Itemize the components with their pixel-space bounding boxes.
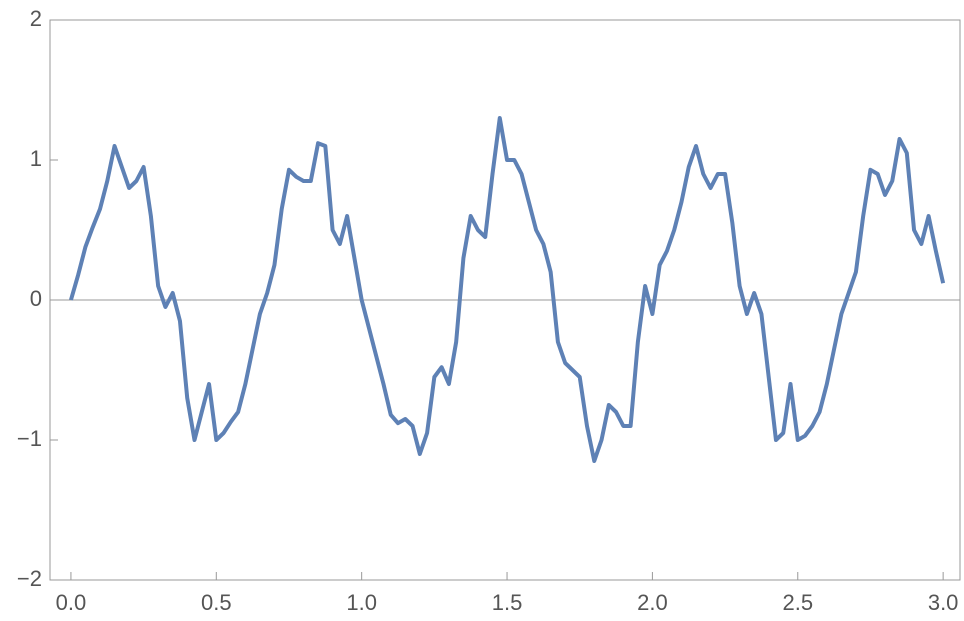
x-tick-label: 1.5 [492,590,523,615]
y-tick-label: −2 [17,566,42,591]
y-tick-label: 1 [30,146,42,171]
y-tick-label: −1 [17,426,42,451]
line [69,116,946,463]
y-tick-label: 0 [30,286,42,311]
x-tick-label: 3.0 [928,590,959,615]
x-tick-label: 0.0 [56,590,87,615]
x-tick-label: 2.5 [782,590,813,615]
y-tick-label: 2 [30,6,42,31]
x-tick-label: 0.5 [201,590,232,615]
x-tick-label: 2.0 [637,590,668,615]
x-tick-label: 1.0 [346,590,377,615]
